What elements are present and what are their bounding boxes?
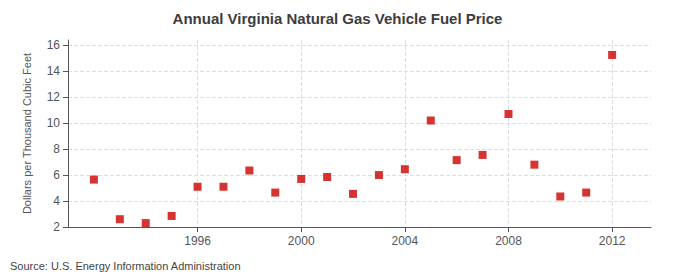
svg-text:10: 10	[47, 116, 61, 130]
svg-text:4: 4	[53, 194, 60, 208]
svg-text:2000: 2000	[288, 234, 315, 248]
svg-text:Annual Virginia Natural Gas Ve: Annual Virginia Natural Gas Vehicle Fuel…	[173, 10, 503, 27]
svg-text:2004: 2004	[391, 234, 418, 248]
svg-text:2012: 2012	[599, 234, 626, 248]
svg-text:1996: 1996	[184, 234, 211, 248]
svg-text:16: 16	[47, 38, 61, 52]
svg-text:12: 12	[47, 90, 61, 104]
svg-text:Dollars per Thousand Cubic Fee: Dollars per Thousand Cubic Feet	[21, 53, 33, 214]
svg-text:2008: 2008	[495, 234, 522, 248]
svg-text:14: 14	[47, 64, 61, 78]
svg-text:Source: U.S. Energy Informatio: Source: U.S. Energy Information Administ…	[10, 260, 241, 272]
svg-text:6: 6	[53, 168, 60, 182]
svg-text:8: 8	[53, 142, 60, 156]
svg-text:2: 2	[53, 220, 60, 234]
